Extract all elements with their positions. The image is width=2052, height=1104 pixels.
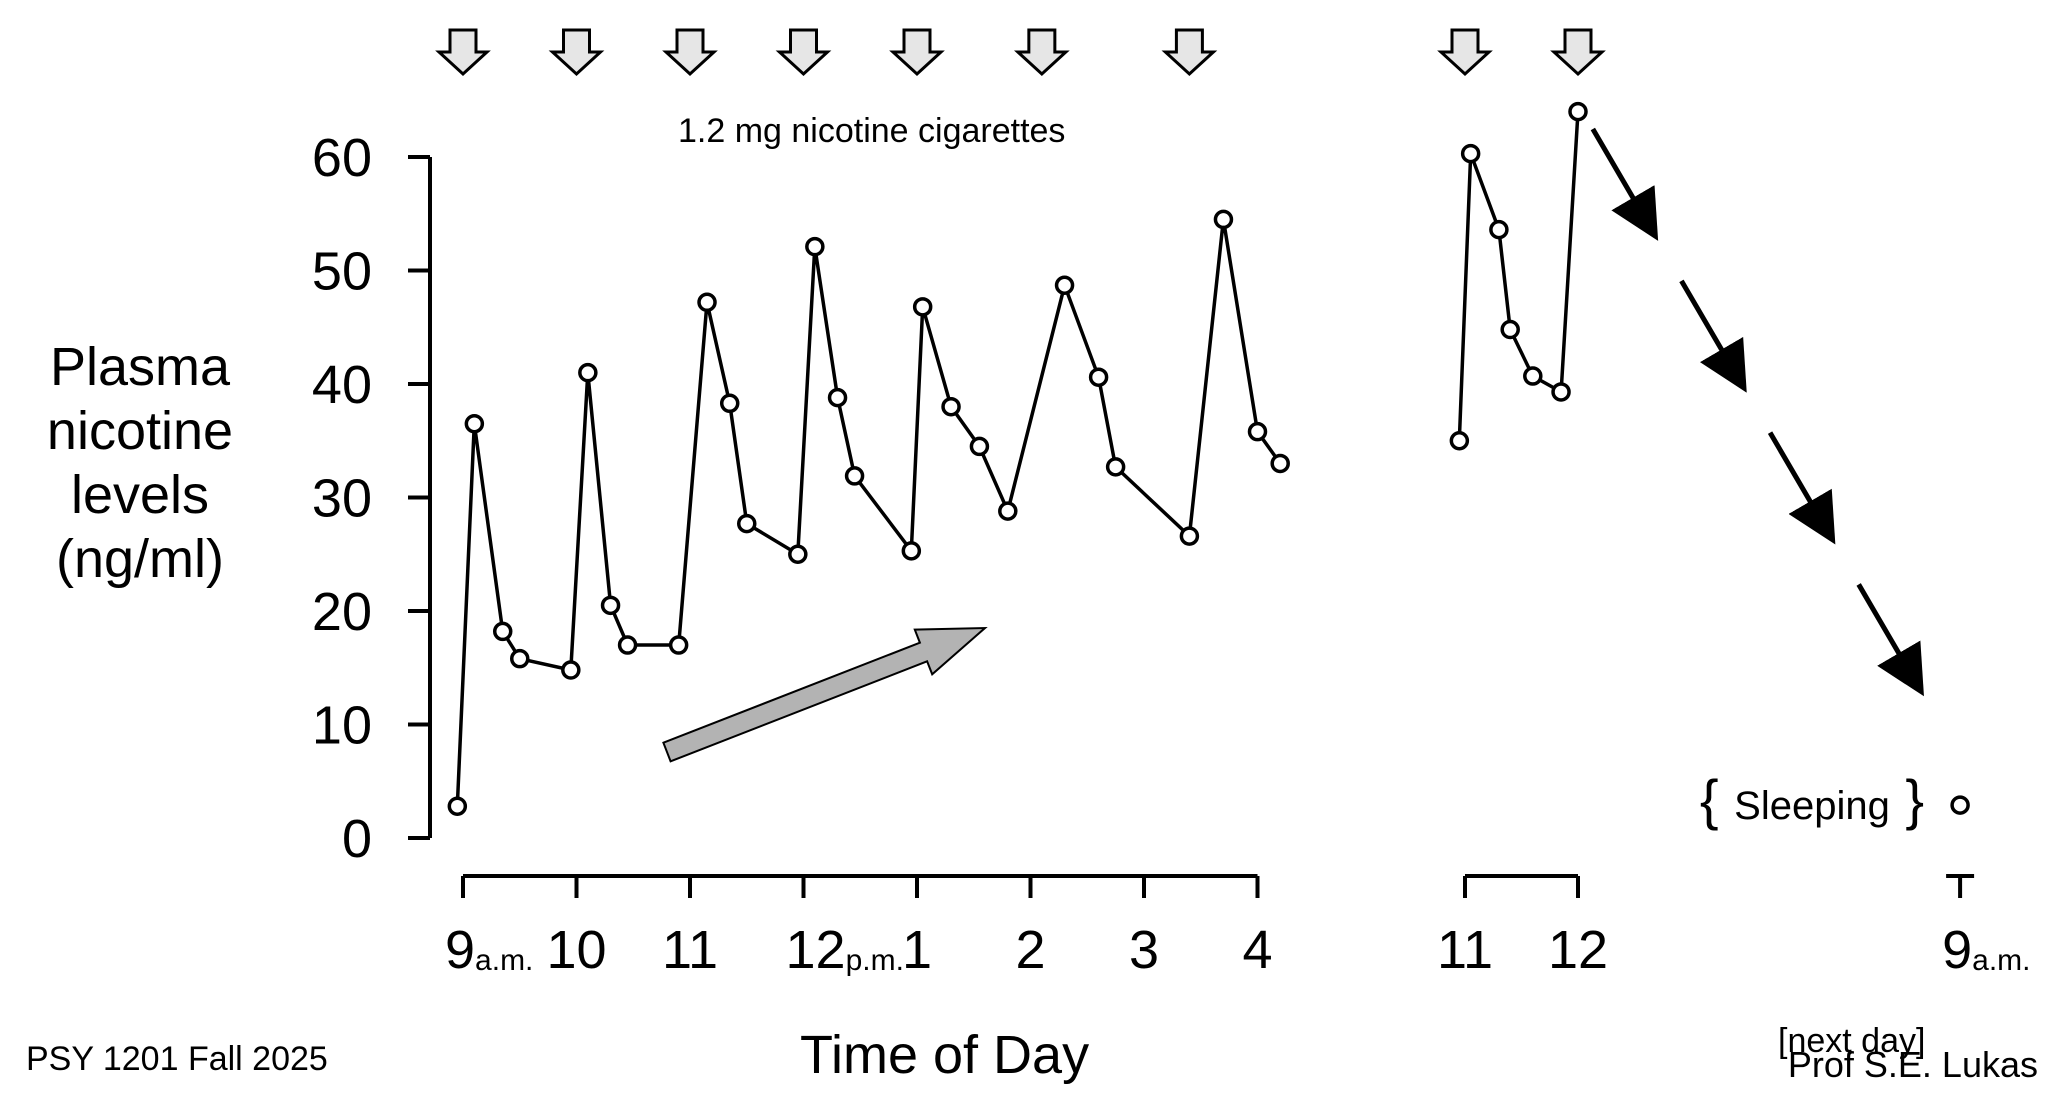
data-point <box>805 236 825 257</box>
data-point <box>464 413 485 434</box>
cigarette-markers-group <box>435 28 1606 77</box>
data-point <box>578 362 598 383</box>
data-point <box>827 387 848 408</box>
data-point <box>1179 526 1200 546</box>
x-tick-label: 1 <box>902 920 932 980</box>
cigarette-marker-icon <box>889 28 945 77</box>
y-axis-title-line: levels <box>70 465 210 525</box>
cigarette-marker-icon <box>1437 28 1493 77</box>
x-axis-title: Time of Day <box>800 1025 1090 1085</box>
cigarette-marker-icon <box>1550 28 1606 77</box>
x-tick-label: 2 <box>1015 920 1045 980</box>
data-point <box>737 513 757 534</box>
data-point <box>1449 431 1470 451</box>
data-point <box>447 796 468 816</box>
data-point <box>1460 143 1481 164</box>
x-tick-label: 10 <box>546 920 606 980</box>
data-point <box>969 436 990 457</box>
data-point <box>1551 382 1571 402</box>
y-tick-label: 40 <box>312 355 372 415</box>
cigarette-annotation: 1.2 mg nicotine cigarettes <box>678 112 1066 150</box>
data-point <box>1213 209 1234 230</box>
data-point <box>561 660 581 680</box>
y-axis-title-line: nicotine <box>46 401 234 461</box>
data-point <box>1523 366 1543 386</box>
data-point <box>1270 453 1290 474</box>
y-axis-title-line: Plasma <box>49 337 231 397</box>
data-point <box>510 648 530 669</box>
x-tick-label: 12 <box>1548 920 1608 980</box>
axes-group <box>408 155 1975 898</box>
data-point <box>941 396 961 417</box>
x-tick-label: 4 <box>1242 920 1272 980</box>
course-footer: PSY 1201 Fall 2025 <box>26 1040 328 1078</box>
data-point <box>788 544 808 564</box>
x-tick-label: 9a.m. <box>445 920 533 980</box>
sleeping-label: { Sleeping } <box>1700 768 1924 831</box>
data-point <box>901 541 922 561</box>
data-point <box>1500 319 1520 340</box>
decline-arrow-segment <box>1767 431 1836 545</box>
data-point <box>1088 367 1109 387</box>
data-point <box>697 292 717 313</box>
data-point <box>1054 275 1075 296</box>
series-line <box>455 217 1282 807</box>
cigarette-marker-icon <box>435 28 491 77</box>
data-point <box>844 466 865 486</box>
next-day-label: [next day] <box>1778 1022 1926 1060</box>
x-tick-label: 11 <box>1437 920 1493 980</box>
y-axis-title-line: (ng/ml) <box>55 529 224 589</box>
data-point <box>1247 421 1268 442</box>
data-point <box>600 595 621 616</box>
cigarette-marker-icon <box>1013 28 1070 77</box>
data-point <box>492 621 513 642</box>
trend-arrow-icon <box>662 626 988 763</box>
data-point <box>1105 457 1126 477</box>
x-tick-label: 3 <box>1129 920 1159 980</box>
data-points-group <box>447 101 1970 816</box>
data-point <box>1568 101 1588 122</box>
x-tick-label: 11 <box>662 920 718 980</box>
data-point <box>1489 219 1509 240</box>
data-point <box>617 635 638 655</box>
cigarette-marker-icon <box>1161 28 1218 77</box>
author-footer: Prof S.E. Lukas <box>1787 1044 2038 1085</box>
x-tick-label: 9a.m. <box>1942 920 2030 980</box>
arrows-group <box>662 127 1924 763</box>
series-lines-group <box>455 111 1580 807</box>
y-axis-title: Plasma nicotine levels (ng/ml) <box>10 335 270 591</box>
cigarette-marker-icon <box>775 28 832 77</box>
x-tick-label: 12p.m. <box>786 920 904 980</box>
next-day-data-point <box>1950 795 1970 815</box>
cigarette-marker-icon <box>548 28 605 77</box>
decline-arrow-segment <box>1590 127 1659 241</box>
decline-arrow-segment <box>1856 583 1924 697</box>
data-point <box>998 501 1018 521</box>
data-point <box>668 635 689 655</box>
decline-arrow-segment <box>1679 279 1747 393</box>
y-tick-label: 50 <box>312 242 372 302</box>
y-tick-label: 60 <box>312 128 372 188</box>
y-tick-label: 30 <box>312 469 372 529</box>
cigarette-marker-icon <box>662 28 718 77</box>
y-tick-label: 10 <box>312 696 372 756</box>
data-point <box>719 393 740 414</box>
y-tick-label: 0 <box>342 809 372 869</box>
y-tick-label: 20 <box>312 582 372 642</box>
data-point <box>912 297 933 317</box>
